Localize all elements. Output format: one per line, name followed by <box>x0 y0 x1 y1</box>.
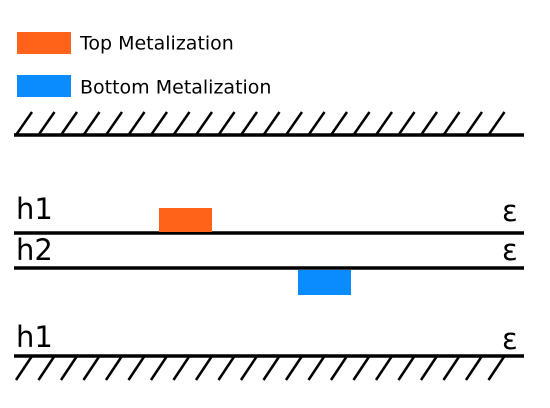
hatch-stroke <box>217 355 236 381</box>
bottom-metal <box>298 270 351 295</box>
hatch-stroke <box>397 355 416 381</box>
layer-label: h1 <box>16 320 53 354</box>
legend-label: Top Metalization <box>79 33 234 55</box>
hatch-stroke <box>487 355 506 381</box>
hatch-stroke <box>59 355 79 381</box>
hatch-stroke <box>329 355 349 381</box>
hatch-stroke <box>127 111 146 136</box>
hatch-stroke <box>82 111 101 136</box>
hatch-stroke <box>194 111 214 136</box>
hatch-stroke <box>307 355 326 381</box>
hatch-stroke <box>127 355 146 381</box>
hatch-stroke <box>374 111 394 136</box>
layer-label: h2 <box>16 233 53 267</box>
hatch-stroke <box>464 111 484 136</box>
legend-swatch <box>17 32 71 54</box>
hatch-stroke <box>14 111 34 136</box>
ground-hatch <box>14 111 506 136</box>
hatch-stroke <box>284 111 304 136</box>
hatch-stroke <box>37 355 56 381</box>
hatch-stroke <box>59 111 79 136</box>
hatch-stroke <box>239 355 259 381</box>
hatch-stroke <box>149 355 169 381</box>
hatch-stroke <box>307 111 326 136</box>
hatch-stroke <box>442 355 461 381</box>
hatch-stroke <box>194 355 214 381</box>
hatch-stroke <box>172 111 191 136</box>
hatch-stroke <box>352 111 371 136</box>
hatch-stroke <box>284 355 304 381</box>
hatch-stroke <box>397 111 416 136</box>
hatch-stroke <box>329 111 349 136</box>
hatch-stroke <box>487 111 506 136</box>
hatch-stroke <box>104 355 124 381</box>
ground-hatch <box>14 355 506 381</box>
hatch-stroke <box>104 111 124 136</box>
legend-label: Bottom Metalization <box>80 77 271 99</box>
legend-swatch <box>17 75 71 97</box>
layer-label: h1 <box>16 192 53 226</box>
permittivity: ε <box>502 233 518 267</box>
hatch-stroke <box>442 111 461 136</box>
hatch-stroke <box>172 355 191 381</box>
hatch-stroke <box>419 111 439 136</box>
hatch-stroke <box>149 111 169 136</box>
hatch-stroke <box>262 355 281 381</box>
permittivity: ε <box>502 322 518 356</box>
hatch-stroke <box>374 355 394 381</box>
hatch-stroke <box>239 111 259 136</box>
hatch-stroke <box>419 355 439 381</box>
hatch-stroke <box>14 355 34 381</box>
hatch-stroke <box>37 111 56 136</box>
top-metal <box>159 208 212 232</box>
hatch-stroke <box>217 111 236 136</box>
permittivity: ε <box>502 194 518 228</box>
hatch-stroke <box>352 355 371 381</box>
hatch-stroke <box>262 111 281 136</box>
hatch-stroke <box>464 355 484 381</box>
hatch-stroke <box>82 355 101 381</box>
